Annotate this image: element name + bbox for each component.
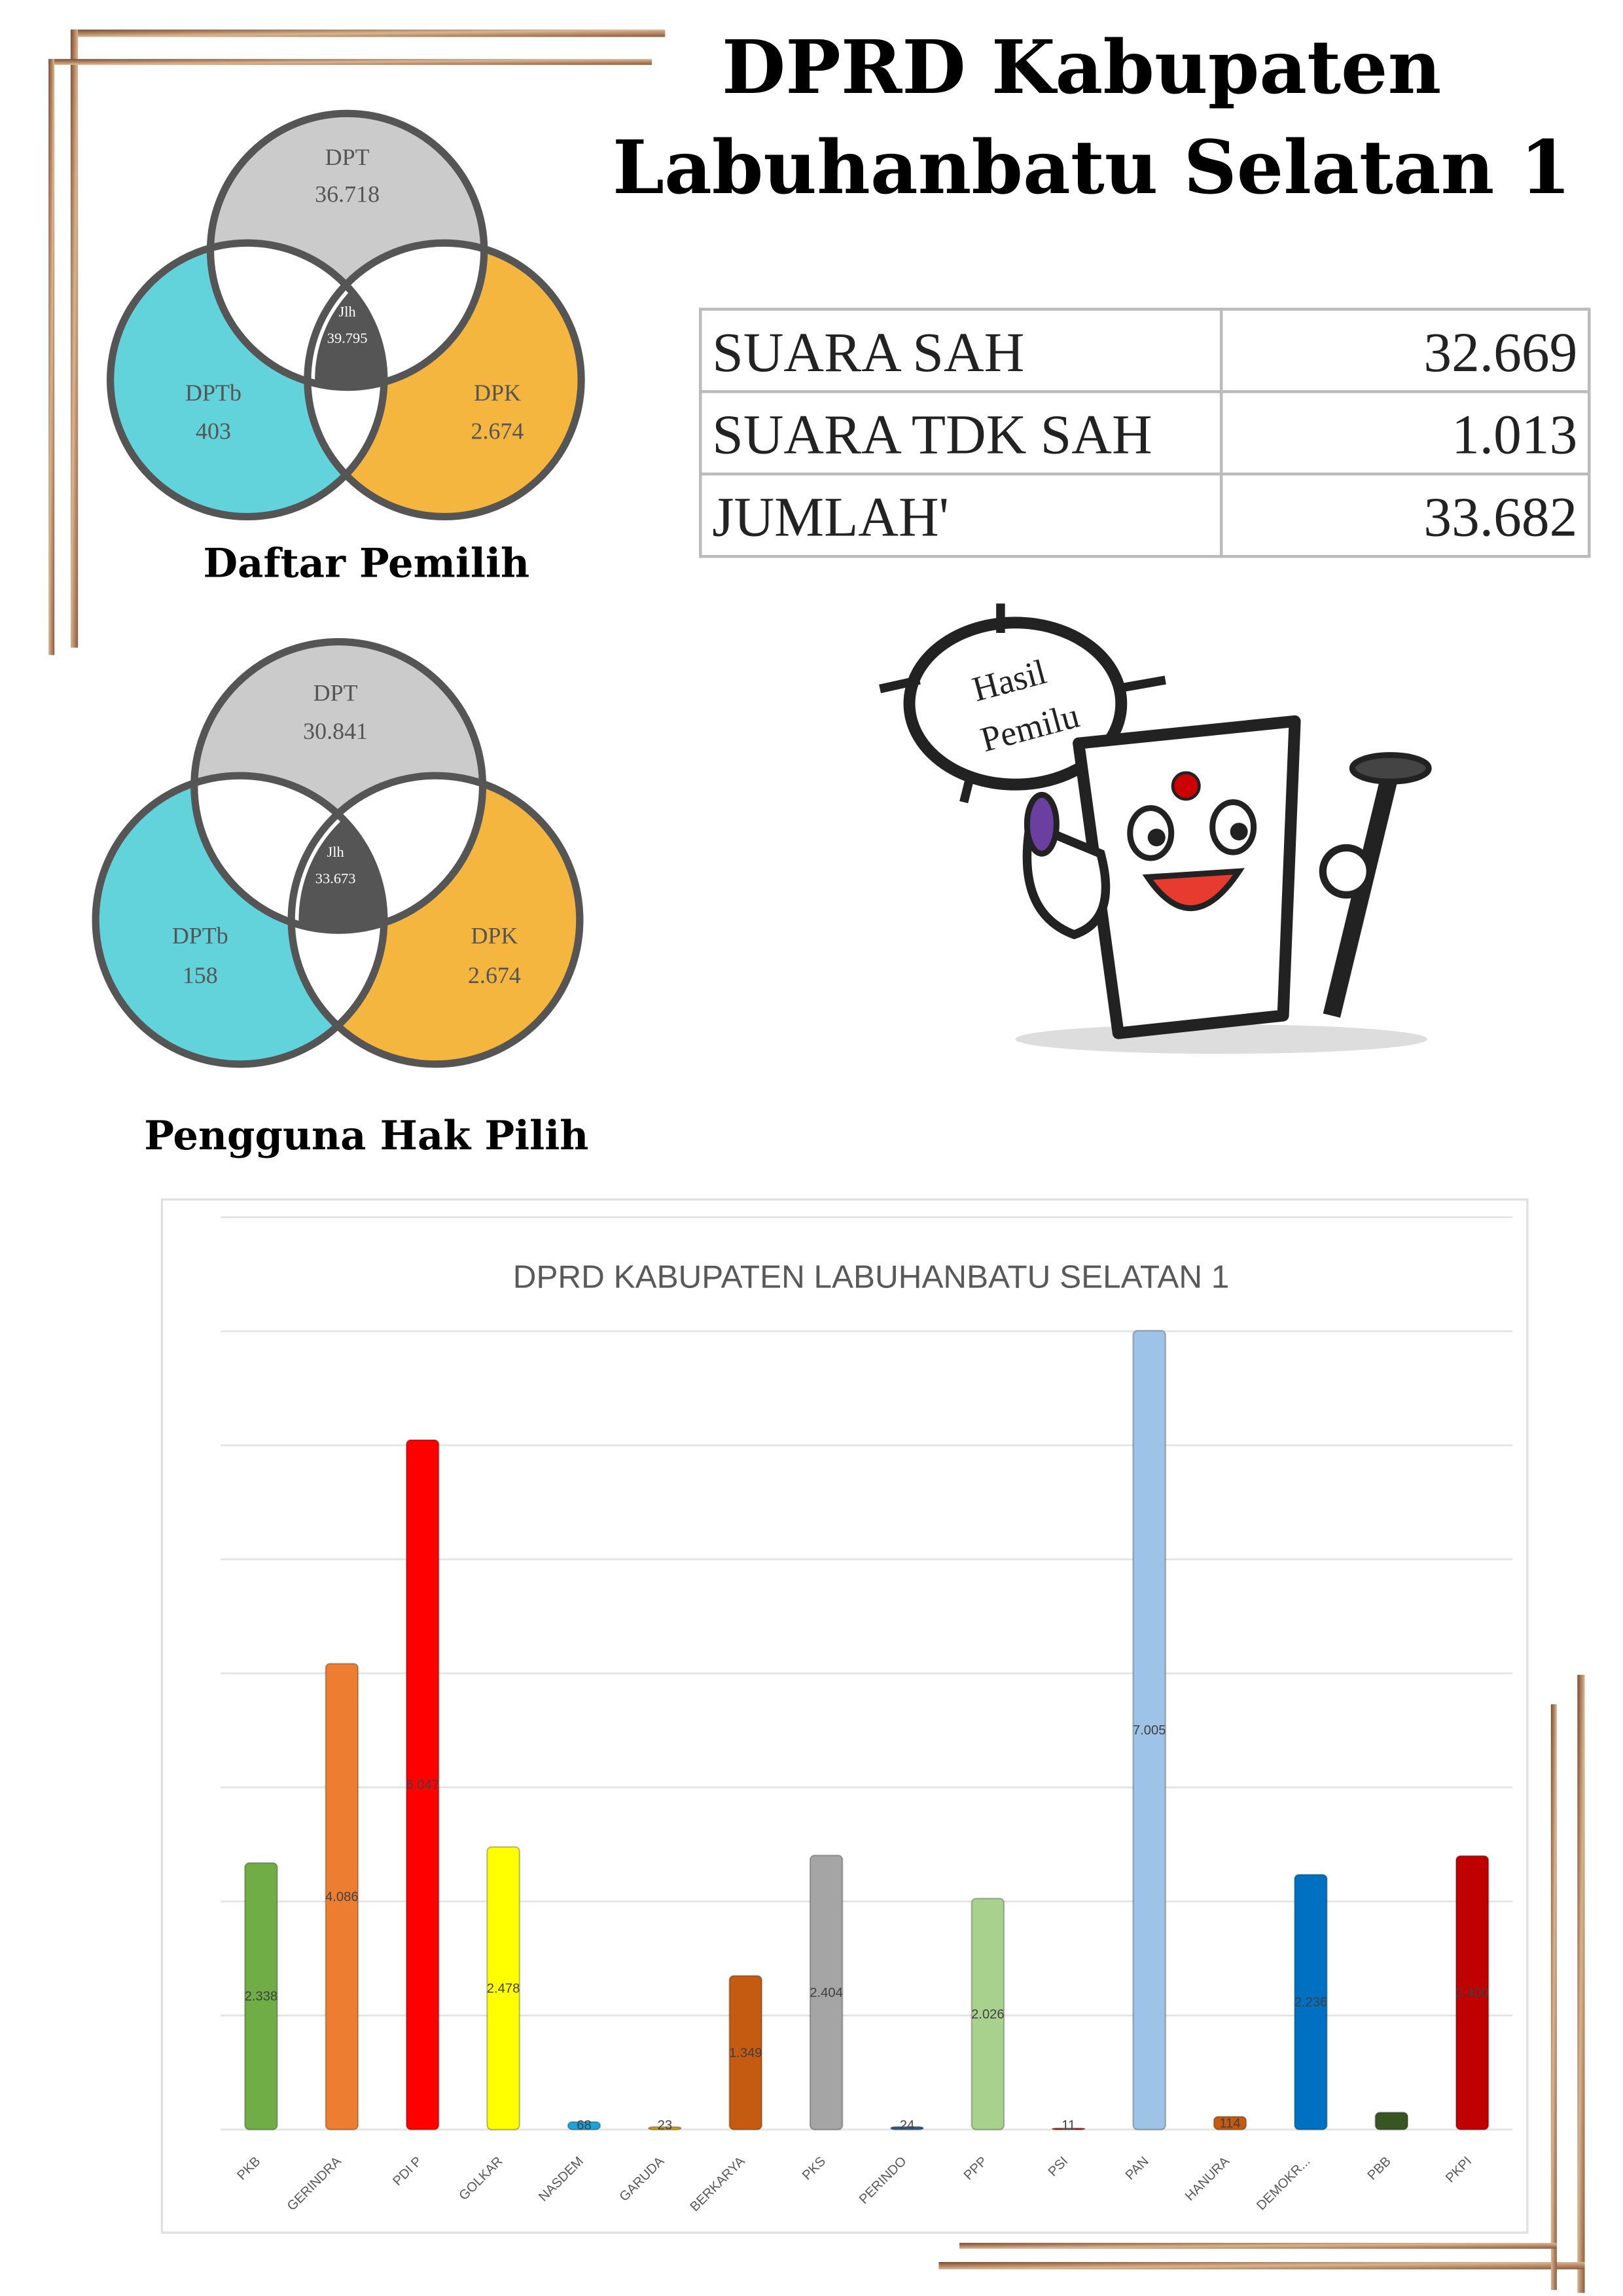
bar: [1294, 1873, 1328, 2130]
bar: [728, 1975, 763, 2130]
venn-value: 158: [183, 962, 218, 988]
bar: [1132, 1329, 1167, 2130]
bar: [971, 1897, 1005, 2130]
bar: [244, 1862, 278, 2130]
bar: [486, 1846, 520, 2130]
bar: [1374, 2111, 1409, 2130]
venn: DPT 30.841 DPTb 158 DPK 2.674 Jlh 33.673 Penggun…: [92, 637, 588, 1159]
mascot: Hasil Pemilu: [879, 603, 1432, 1054]
venn-center-label: Jlh: [339, 304, 356, 320]
venn-diagrams: DPT 36.718 DPTb 403 DPK 2.674 Jlh 39.795 Daftar …: [92, 109, 588, 1159]
venn-center-value: 39.795: [327, 330, 368, 346]
venn-outline: [304, 239, 585, 521]
venn-value: 36.718: [315, 181, 380, 207]
venn-value: 30.841: [303, 718, 368, 744]
chart-title: DPRD KABUPATEN LABUHANBATU SELATAN 1: [513, 1259, 1230, 1295]
bar: [1051, 2127, 1086, 2130]
venn-label: DPTb: [172, 922, 228, 948]
frame-decoration: [48, 29, 1585, 2293]
venn-center-value: 33.673: [315, 870, 356, 886]
title-line: Labuhanbatu Selatan 1: [613, 124, 1571, 211]
venn-label: DPK: [471, 922, 518, 948]
venn-label: DPTb: [185, 380, 241, 406]
bar: [648, 2126, 682, 2130]
venn-outline: [287, 772, 584, 1068]
venn-outline: [107, 239, 388, 521]
table-cell: SUARA SAH: [712, 322, 1024, 384]
value-label: 2.404: [810, 1986, 843, 2000]
venn-outline: [92, 772, 388, 1068]
venn-value: 2.674: [468, 962, 521, 988]
value-label: 6.047: [406, 1778, 439, 1793]
bar: [890, 2126, 924, 2130]
bar: [1455, 1855, 1489, 2130]
value-label: 2.478: [487, 1982, 520, 1996]
bar: [809, 1854, 844, 2130]
venn-center-label: Jlh: [327, 844, 344, 860]
value-label: 1.349: [729, 2046, 762, 2060]
value-label: 68: [577, 2119, 592, 2133]
results-table: SUARA SAH 32.669 SUARA TDK SAH 1.013 JUM…: [698, 308, 1591, 558]
value-label: 2.400: [1455, 1986, 1489, 2000]
venn-label: DPT: [313, 679, 358, 706]
value-label: 4.086: [325, 1890, 359, 1904]
value-label: 114: [1219, 2117, 1240, 2131]
table-cell: SUARA TDK SAH: [712, 404, 1152, 466]
venn-caption: Pengguna Hak Pilih: [144, 1113, 588, 1159]
bar: [325, 1662, 359, 2130]
venn-caption: Daftar Pemilih: [204, 541, 530, 587]
venn-label: DPK: [474, 380, 521, 406]
table-cell: 33.682: [1423, 487, 1577, 548]
bar: [1213, 2115, 1247, 2130]
venn-value: 2.674: [471, 418, 524, 444]
venn-label: DPT: [325, 144, 370, 170]
value-label: 24: [900, 2119, 915, 2133]
bar-chart: DPRD KABUPATEN LABUHANBATU SELATAN 1 2.3…: [160, 1198, 1529, 2234]
value-label: 11: [1061, 2119, 1075, 2133]
value-label: 23: [658, 2119, 672, 2133]
value-label: 7.005: [1133, 1723, 1166, 1738]
bar: [567, 2121, 601, 2130]
value-label: 2.236: [1294, 1996, 1328, 2010]
table-cell: 1.013: [1452, 404, 1577, 466]
bar: [405, 1439, 440, 2130]
table-cell: JUMLAH': [712, 487, 949, 548]
title-line: DPRD Kabupaten: [722, 24, 1441, 111]
venn-value: 403: [196, 418, 231, 444]
value-label: 2.338: [245, 1990, 278, 2004]
value-label: 2.026: [971, 2007, 1005, 2022]
table-cell: 32.669: [1423, 322, 1577, 384]
venn: DPT 36.718 DPTb 403 DPK 2.674 Jlh 39.795 Daftar …: [107, 109, 585, 587]
